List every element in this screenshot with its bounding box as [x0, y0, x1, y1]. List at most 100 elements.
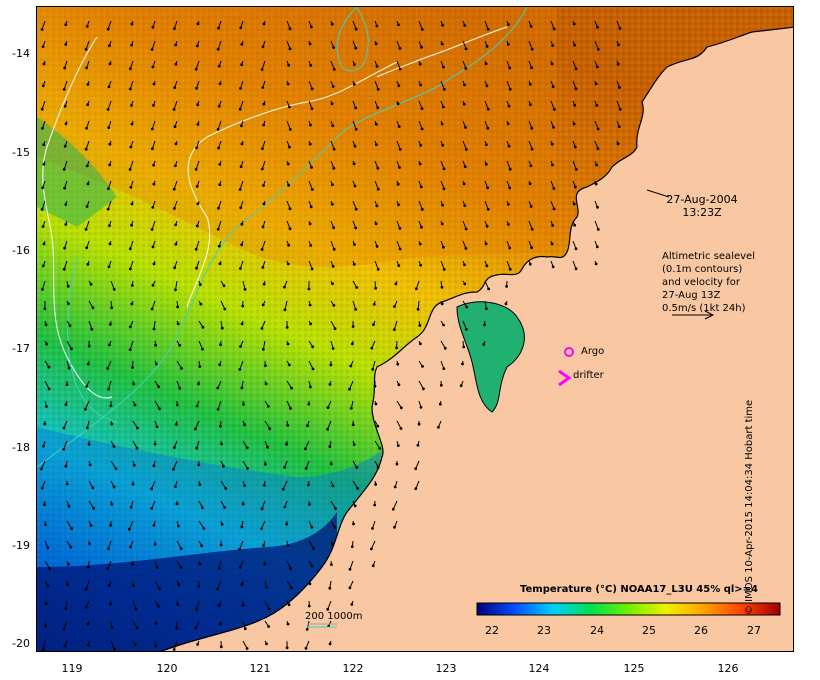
velocity-vector-head	[618, 86, 621, 89]
velocity-vector	[462, 220, 467, 230]
velocity-vector-head	[442, 268, 446, 271]
lat-tick-label: -19	[12, 539, 30, 552]
velocity-vector	[220, 480, 227, 489]
velocity-vector-head	[217, 567, 221, 570]
velocity-vector-head	[288, 128, 292, 131]
credit-text: © IMOS 10-Apr-2015 14:04:34 Hobart time	[744, 399, 755, 615]
velocity-vector-head	[261, 147, 264, 151]
velocity-vector-head	[508, 167, 512, 171]
velocity-vector-head	[243, 627, 247, 631]
velocity-vector-head	[194, 247, 198, 251]
velocity-vector	[396, 60, 401, 70]
velocity-vector-head	[202, 527, 206, 530]
velocity-vector-head	[332, 147, 336, 151]
velocity-vector-head	[220, 522, 224, 526]
lat-tick-label: -16	[12, 244, 30, 257]
velocity-vector-head	[68, 324, 72, 328]
velocity-vector-head	[354, 308, 358, 311]
velocity-vector-head	[596, 205, 599, 209]
velocity-vector-head	[194, 67, 198, 71]
velocity-vector-head	[179, 547, 183, 550]
velocity-vector	[330, 140, 335, 150]
velocity-vector-head	[310, 166, 313, 169]
velocity-vector	[42, 280, 46, 290]
velocity-vector-head	[552, 207, 556, 211]
velocity-vector-head	[197, 463, 201, 467]
velocity-vector-head	[151, 25, 155, 29]
velocity-vector-head	[90, 327, 94, 331]
velocity-vector-head	[356, 487, 360, 490]
velocity-vector-head	[129, 145, 133, 149]
velocity-vector-head	[262, 483, 266, 487]
velocity-vector-head	[108, 224, 111, 228]
velocity-vector-head	[505, 285, 508, 288]
velocity-vector-head	[596, 147, 600, 151]
velocity-vector-head	[84, 407, 87, 411]
velocity-vector-head	[286, 262, 290, 266]
isobath-contour	[336, 7, 369, 72]
velocity-vector-head	[195, 185, 199, 188]
velocity-vector	[304, 440, 310, 450]
velocity-vector-head	[354, 127, 358, 131]
velocity-vector-head	[42, 444, 45, 448]
velocity-vector-head	[157, 385, 161, 389]
velocity-vector-head	[91, 306, 95, 310]
velocity-vector-head	[177, 583, 181, 586]
velocity-vector	[42, 640, 46, 650]
velocity-vector-head	[266, 405, 270, 408]
velocity-vector-head	[218, 363, 222, 366]
velocity-vector-head	[506, 43, 510, 46]
velocity-vector	[308, 180, 313, 190]
velocity-vector	[440, 260, 445, 270]
velocity-vector	[110, 280, 115, 290]
velocity-vector-head	[267, 625, 270, 628]
velocity-vector	[151, 40, 156, 50]
velocity-vector-head	[574, 247, 578, 251]
velocity-vector-head	[485, 45, 489, 48]
velocity-vector-head	[398, 67, 402, 71]
velocity-vector	[40, 460, 46, 470]
velocity-vector	[261, 240, 266, 250]
velocity-vector-head	[108, 163, 112, 167]
velocity-vector-head	[486, 126, 490, 130]
velocity-vector	[194, 420, 200, 430]
velocity-vector-head	[152, 82, 156, 86]
velocity-vector-head	[133, 643, 137, 647]
sst-map[interactable]	[36, 6, 794, 652]
velocity-vector-head	[618, 107, 622, 111]
velocity-vector-head	[465, 305, 469, 309]
velocity-vector-head	[287, 603, 291, 607]
velocity-vector-head	[64, 23, 68, 26]
velocity-vector-head	[573, 43, 576, 47]
velocity-vector-head	[243, 423, 247, 427]
velocity-vector-head	[309, 64, 313, 67]
velocity-vector-head	[464, 47, 468, 51]
velocity-vector-head	[416, 443, 420, 447]
velocity-vector	[195, 60, 200, 70]
velocity-vector-head	[283, 465, 287, 469]
velocity-vector-head	[155, 425, 159, 429]
velocity-vector-head	[84, 606, 88, 609]
velocity-vector-head	[550, 62, 554, 66]
velocity-vector-head	[268, 427, 272, 430]
velocity-vector-head	[62, 627, 66, 631]
velocity-vector	[44, 380, 50, 390]
velocity-vector	[128, 520, 134, 530]
velocity-vector-head	[219, 424, 222, 428]
velocity-vector-head	[260, 248, 264, 251]
velocity-vector	[396, 240, 401, 250]
velocity-vector-head	[110, 625, 114, 629]
drifter-marker[interactable]	[558, 369, 572, 387]
velocity-vector-head	[260, 68, 264, 71]
velocity-vector-head	[312, 547, 316, 550]
argo-marker[interactable]	[564, 347, 574, 357]
velocity-vector-head	[261, 347, 265, 351]
velocity-vector	[264, 600, 270, 610]
velocity-vector-head	[616, 62, 620, 66]
velocity-vector-head	[397, 84, 401, 88]
velocity-vector-head	[418, 162, 422, 166]
velocity-vector-head	[198, 562, 202, 566]
velocity-vector-head	[67, 562, 70, 566]
velocity-vector-head	[172, 446, 176, 449]
velocity-vector-head	[462, 102, 466, 106]
